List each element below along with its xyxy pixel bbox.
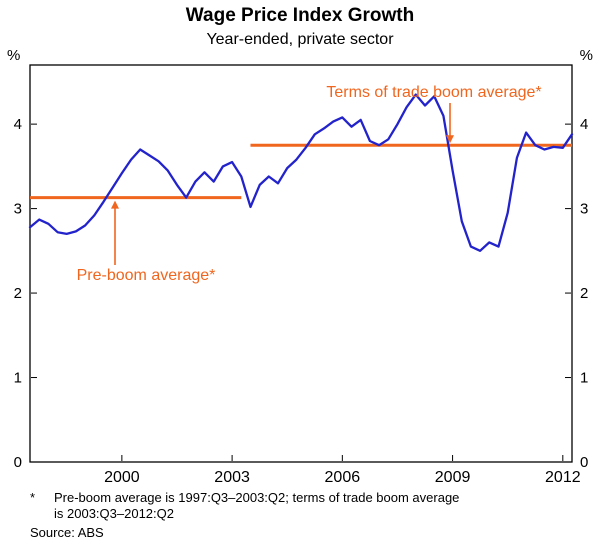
plot-border xyxy=(29,64,573,463)
y-tick-label-left: 3 xyxy=(14,201,22,218)
footnote: * Pre-boom average is 1997:Q3–2003:Q2; te… xyxy=(30,490,585,505)
x-tick-label: 2003 xyxy=(214,469,250,486)
chart-subtitle: Year-ended, private sector xyxy=(206,31,394,48)
y-tick-label-left: 1 xyxy=(14,370,22,387)
source-note: Source: ABS xyxy=(30,525,104,540)
y-tick-label-right: 0 xyxy=(580,454,588,471)
x-tick-label: 2009 xyxy=(435,469,471,486)
boom-average-label: Terms of trade boom average* xyxy=(326,84,541,101)
y-tick-label-right: 4 xyxy=(580,116,588,133)
footnote-text-line1: Pre-boom average is 1997:Q3–2003:Q2; ter… xyxy=(54,490,460,505)
y-axis-unit-left: % xyxy=(7,47,20,64)
y-tick-label-right: 1 xyxy=(580,370,588,387)
y-axis-unit-right: % xyxy=(580,47,593,64)
y-tick-label-left: 2 xyxy=(14,285,22,302)
footnote-marker: * xyxy=(30,490,36,505)
y-tick-label-right: 2 xyxy=(580,285,588,302)
wpi-growth-line xyxy=(28,93,574,252)
x-tick-label: 2006 xyxy=(325,469,361,486)
y-tick-label-left: 0 xyxy=(14,454,22,471)
pre-boom-average-arrowhead xyxy=(111,200,119,209)
chart-title: Wage Price Index Growth xyxy=(185,5,415,26)
y-tick-label-left: 4 xyxy=(14,116,22,133)
pre-boom-average-label: Pre-boom average* xyxy=(77,267,216,284)
boom-average-arrowhead xyxy=(446,135,454,144)
footnote-text-line2: is 2003:Q3–2012:Q2 xyxy=(54,506,174,521)
y-tick-label-right: 3 xyxy=(580,201,588,218)
x-tick-label: 2012 xyxy=(545,469,581,486)
x-tick-label: 2000 xyxy=(104,469,140,486)
